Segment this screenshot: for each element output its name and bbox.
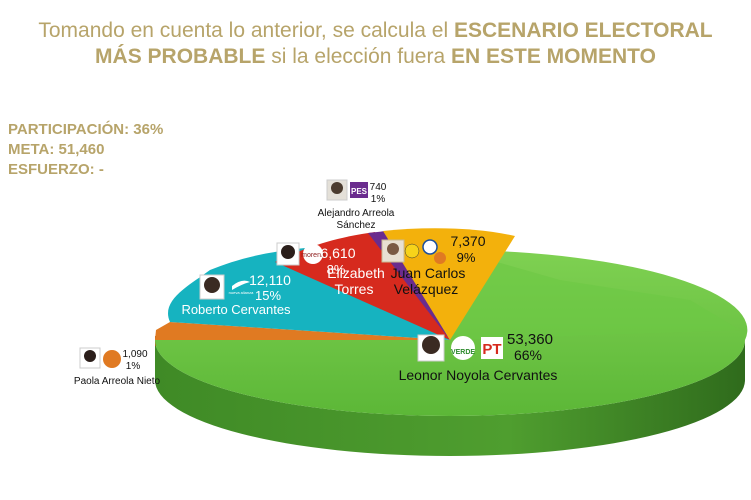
pct-leonor: 66% bbox=[514, 347, 542, 363]
avatar-elizabeth bbox=[281, 245, 295, 259]
votes-leonor: 53,360 bbox=[507, 331, 553, 348]
label-alejandro: PES 740 1% Alejandro Arreola Sánchez bbox=[318, 179, 395, 231]
name-alejandro-1: Alejandro Arreola bbox=[318, 208, 395, 219]
title-line1-plain: Tomando en cuenta lo anterior, se calcul… bbox=[38, 19, 454, 42]
label-elizabeth: morena 6,610 8% Elizabeth Torres bbox=[276, 242, 385, 297]
verde-logo-text: VERDE bbox=[451, 349, 475, 356]
name-juan-2: Velázquez bbox=[394, 281, 459, 297]
votes-elizabeth: 6,610 bbox=[320, 245, 355, 261]
prd-logo-icon bbox=[404, 243, 420, 259]
name-roberto: Roberto Cervantes bbox=[181, 302, 291, 317]
label-juan: 7,370 9% Juan Carlos Velázquez bbox=[381, 233, 486, 297]
avatar-paola bbox=[84, 350, 96, 362]
title-line2-bold-a: MÁS PROBABLE bbox=[95, 45, 266, 68]
name-alejandro-2: Sánchez bbox=[337, 220, 376, 231]
nueva-alianza-logo-icon bbox=[232, 280, 250, 290]
participation-stat: PARTICIPACIÓN: 36% bbox=[8, 121, 164, 138]
avatar-leonor bbox=[422, 336, 440, 354]
votes-paola: 1,090 bbox=[122, 349, 147, 360]
pct-roberto: 15% bbox=[255, 288, 281, 303]
name-leonor: Leonor Noyola Cervantes bbox=[399, 367, 558, 383]
pct-paola: 1% bbox=[126, 361, 141, 372]
pct-elizabeth: 8% bbox=[327, 262, 346, 277]
label-roberto: nueva alianza 12,110 15% Roberto Cervant… bbox=[181, 272, 291, 317]
name-paola: Paola Arreola Nieto bbox=[74, 376, 161, 387]
pt-logo-text: PT bbox=[482, 341, 501, 358]
pct-juan: 9% bbox=[457, 250, 476, 265]
pie-side bbox=[155, 340, 745, 456]
mc-logo-icon bbox=[103, 350, 121, 368]
slice-roberto bbox=[168, 246, 450, 340]
pes-logo-icon bbox=[350, 182, 368, 198]
votes-roberto: 12,110 bbox=[249, 272, 291, 288]
effort-stat: ESFUERZO: - bbox=[8, 161, 104, 178]
name-elizabeth-2: Torres bbox=[335, 281, 374, 297]
pct-alejandro: 1% bbox=[371, 194, 386, 205]
votes-alejandro: 740 bbox=[370, 182, 387, 193]
goal-stat: META: 51,460 bbox=[8, 141, 105, 158]
stats-panel: PARTICIPACIÓN: 36% META: 51,460 ESFUERZO… bbox=[8, 120, 163, 180]
name-elizabeth-1: Elizabeth bbox=[327, 265, 385, 281]
title-line1-bold: ESCENARIO ELECTORAL bbox=[453, 19, 713, 42]
slice-paola bbox=[155, 322, 450, 340]
avatar-alejandro bbox=[331, 182, 343, 194]
title-line2-plain: si la elección fuera bbox=[265, 45, 451, 68]
morena-logo-icon bbox=[303, 244, 323, 264]
page-title: Tomando en cuenta lo anterior, se calcul… bbox=[20, 18, 731, 70]
verde-logo-icon bbox=[451, 336, 475, 360]
pan-logo-icon bbox=[422, 239, 438, 255]
nueva-alianza-logo-text: nueva alianza bbox=[229, 290, 254, 295]
morena-logo-text: morena bbox=[301, 252, 325, 259]
pes-logo-text: PES bbox=[351, 187, 368, 196]
name-juan-1: Juan Carlos bbox=[391, 265, 466, 281]
slice-leonor-core bbox=[450, 262, 740, 340]
mc-logo-icon-juan bbox=[434, 252, 446, 264]
votes-juan: 7,370 bbox=[450, 233, 485, 249]
label-paola: 1,090 1% Paola Arreola Nieto bbox=[74, 347, 161, 387]
avatar-juan bbox=[387, 243, 399, 255]
title-line2-bold-b: EN ESTE MOMENTO bbox=[450, 45, 656, 68]
avatar-roberto bbox=[204, 277, 220, 293]
label-leonor: VERDE PT 53,360 66% Leonor Noyola Cervan… bbox=[399, 331, 558, 383]
pt-logo-icon bbox=[481, 337, 503, 359]
